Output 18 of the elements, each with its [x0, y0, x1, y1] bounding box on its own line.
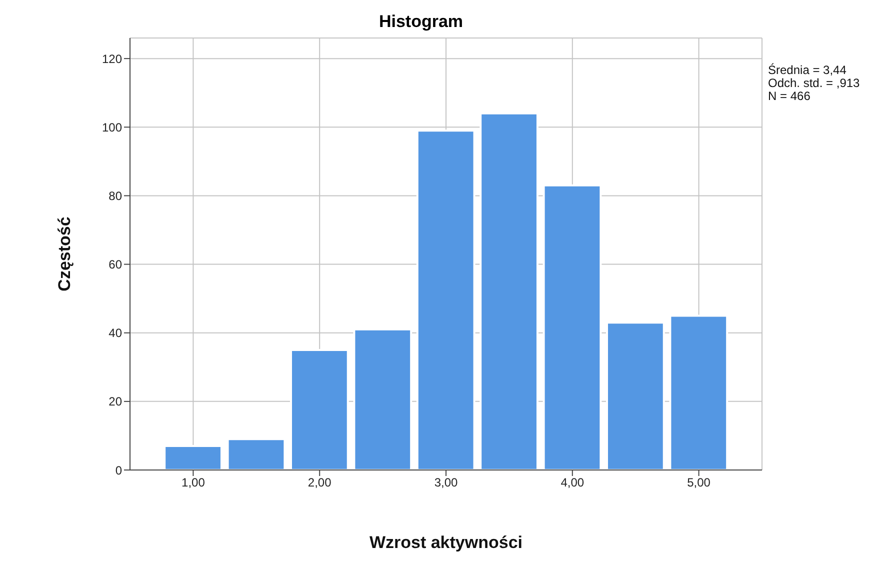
y-tick-label: 120 [102, 52, 122, 66]
x-tick-label: 3,00 [434, 476, 458, 490]
y-tick-label: 0 [115, 463, 122, 478]
y-tick-label: 20 [108, 394, 122, 409]
y-tick-label: 60 [108, 258, 122, 272]
x-tick-label: 5,00 [687, 476, 711, 490]
text: Średnia = 3,44 [768, 63, 848, 77]
x-axis-title: Wzrost aktywności [369, 533, 523, 552]
x-tick-label: 2,00 [308, 476, 332, 490]
y-tick-label: 40 [108, 326, 122, 340]
text: Odch. std. = ,913 [768, 76, 860, 90]
x-tick-label: 1,00 [182, 476, 206, 490]
text: N = 466 [768, 89, 812, 103]
y-tick-label: 80 [108, 188, 122, 203]
x-tick-label: 4,00 [560, 476, 584, 490]
y-tick-label: 100 [102, 120, 122, 134]
y-axis-title: Częstość [55, 216, 74, 292]
chart-title: Histogram [378, 12, 464, 32]
